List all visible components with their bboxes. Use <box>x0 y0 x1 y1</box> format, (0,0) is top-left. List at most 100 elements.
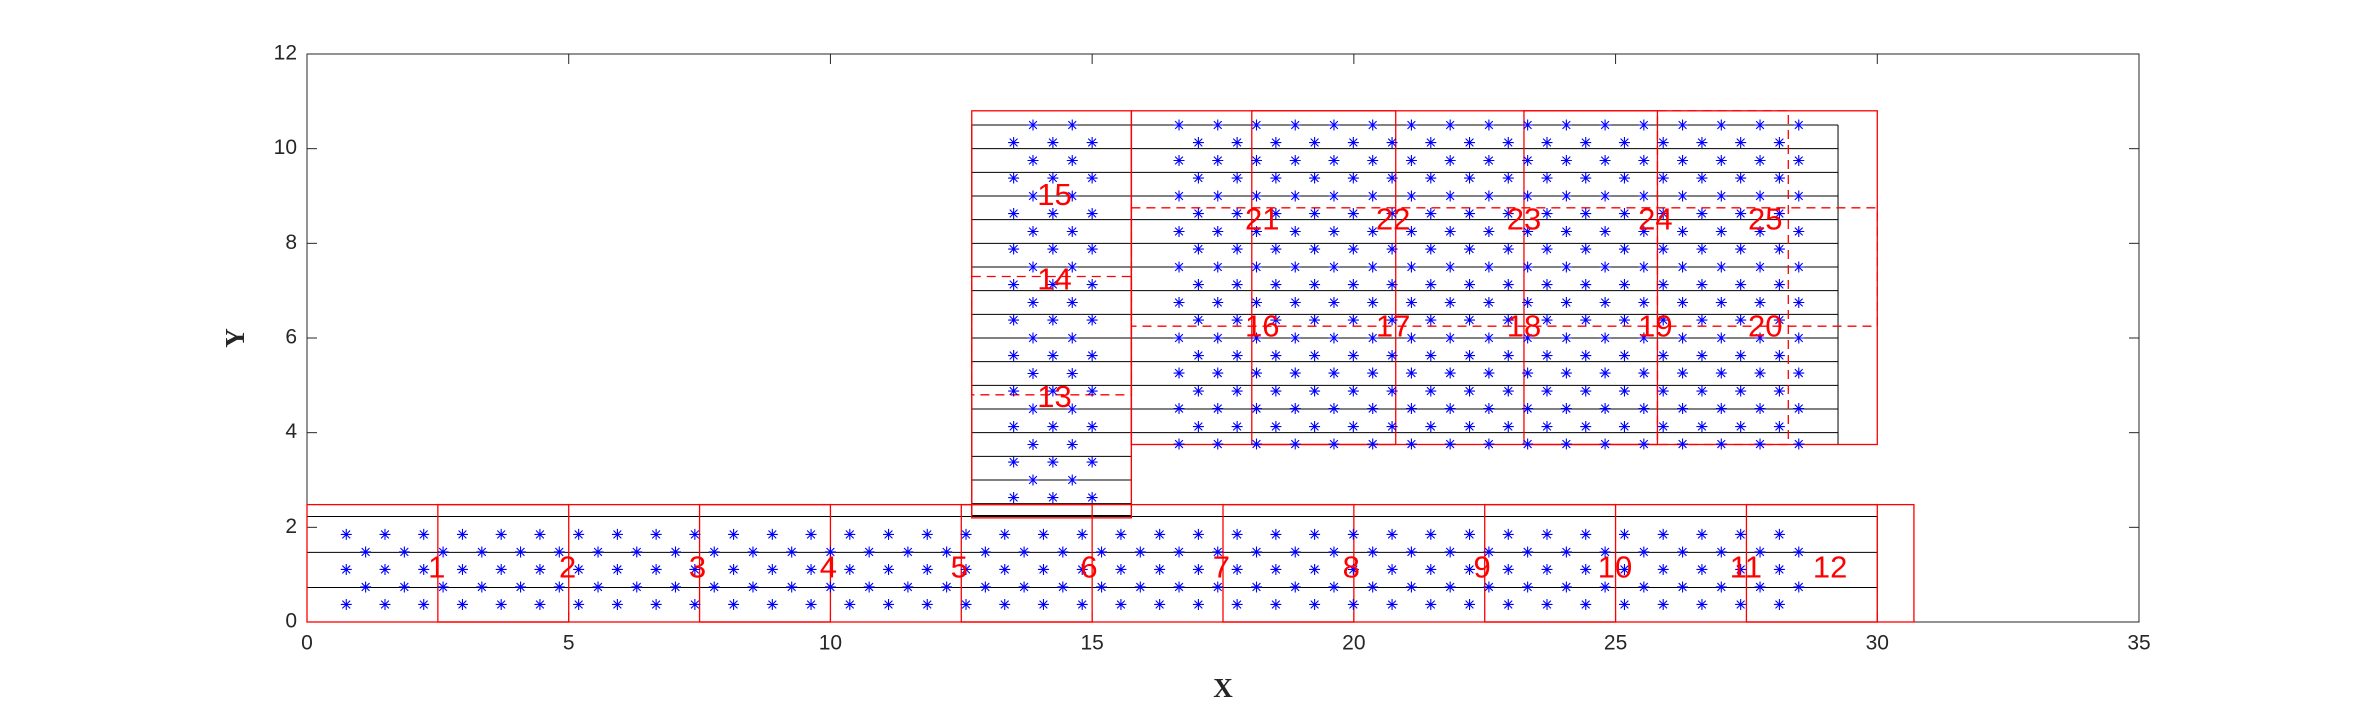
point <box>1008 279 1020 291</box>
subdomain-region <box>698 503 832 623</box>
point <box>1754 119 1766 131</box>
point <box>1134 546 1146 558</box>
point <box>1347 208 1359 220</box>
point <box>573 598 585 610</box>
point <box>1599 367 1611 379</box>
point <box>1047 350 1059 362</box>
point <box>1086 208 1098 220</box>
point <box>1793 546 1805 558</box>
point <box>1173 226 1185 237</box>
point <box>1541 208 1553 220</box>
point <box>1444 438 1456 450</box>
point <box>1522 403 1534 415</box>
point <box>1231 385 1243 397</box>
point <box>979 581 991 593</box>
point <box>1231 350 1243 362</box>
point <box>1231 528 1243 540</box>
point <box>1735 563 1747 575</box>
point <box>1037 528 1049 540</box>
point <box>1173 581 1185 593</box>
point <box>1212 438 1224 450</box>
point <box>1270 137 1282 149</box>
point <box>1066 190 1078 202</box>
point <box>1270 385 1282 397</box>
point <box>1289 581 1301 593</box>
point <box>1270 208 1282 220</box>
point <box>805 563 817 575</box>
point <box>418 598 430 610</box>
point <box>1173 546 1185 558</box>
point <box>1638 546 1650 558</box>
point <box>1657 172 1669 184</box>
point <box>1793 261 1805 273</box>
point <box>1309 563 1321 575</box>
point <box>650 528 662 540</box>
point <box>1773 528 1785 540</box>
point <box>476 546 488 558</box>
point <box>1309 314 1321 326</box>
point <box>1066 226 1078 237</box>
point <box>1638 155 1650 166</box>
point <box>1231 598 1243 610</box>
point <box>1309 208 1321 220</box>
point <box>1793 438 1805 450</box>
point <box>1735 350 1747 362</box>
point <box>1464 314 1476 326</box>
point <box>1192 563 1204 575</box>
point <box>1008 421 1020 433</box>
point <box>495 598 507 610</box>
point <box>1580 314 1592 326</box>
point <box>1715 226 1727 237</box>
subdomain-region <box>1222 503 1355 623</box>
point <box>1618 385 1630 397</box>
point <box>1696 528 1708 540</box>
point <box>1018 581 1030 593</box>
point <box>1560 190 1572 202</box>
point <box>1008 208 1020 220</box>
subdomain-region <box>960 503 1093 623</box>
point <box>1715 332 1727 344</box>
point <box>1386 137 1398 149</box>
point <box>1599 581 1611 593</box>
point <box>960 528 972 540</box>
point <box>1047 243 1059 255</box>
point <box>1464 598 1476 610</box>
point <box>1773 279 1785 291</box>
point <box>1773 314 1785 326</box>
point <box>1289 155 1301 166</box>
point <box>1735 421 1747 433</box>
point <box>999 598 1011 610</box>
point <box>1047 421 1059 433</box>
point <box>1347 137 1359 149</box>
point <box>1008 350 1020 362</box>
point <box>1231 279 1243 291</box>
subdomain-label: 24 <box>1638 201 1672 236</box>
point <box>1560 438 1572 450</box>
point <box>1735 314 1747 326</box>
point <box>1444 332 1456 344</box>
point <box>495 563 507 575</box>
point <box>1173 155 1185 166</box>
subdomain-label: 18 <box>1507 309 1541 344</box>
point <box>1192 243 1204 255</box>
point <box>1192 598 1204 610</box>
point <box>1444 190 1456 202</box>
point <box>1231 208 1243 220</box>
point <box>1192 279 1204 291</box>
point <box>1502 421 1514 433</box>
point <box>1405 546 1417 558</box>
point <box>1047 314 1059 326</box>
point <box>1560 261 1572 273</box>
point <box>1580 563 1592 575</box>
x-tick-label: 35 <box>2127 632 2150 655</box>
subdomain-region <box>1251 110 1397 446</box>
point <box>1086 492 1098 504</box>
point <box>1715 261 1727 273</box>
point <box>766 598 778 610</box>
point <box>1464 563 1476 575</box>
point <box>1386 279 1398 291</box>
point <box>1773 350 1785 362</box>
point <box>1502 528 1514 540</box>
point <box>1425 528 1437 540</box>
point <box>1066 119 1078 131</box>
